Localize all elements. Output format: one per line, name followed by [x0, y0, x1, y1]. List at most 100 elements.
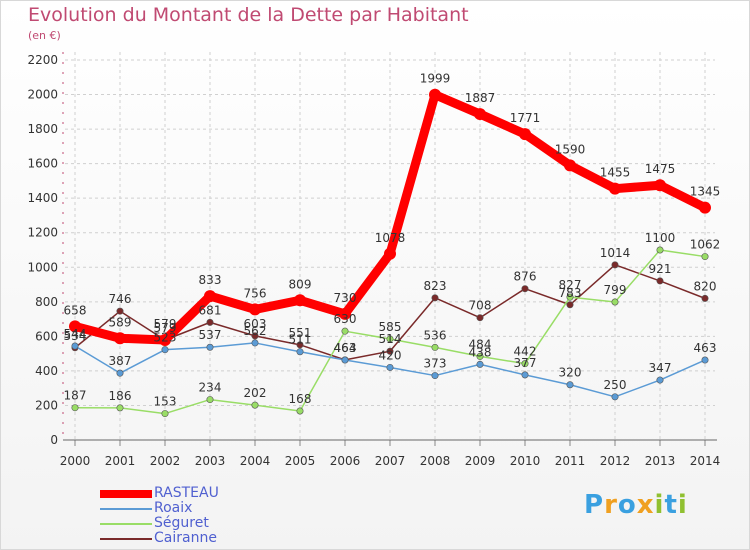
data-label: 187: [64, 389, 87, 403]
data-label: 823: [424, 279, 447, 293]
data-label: 921: [649, 262, 672, 276]
x-tick-label: 2003: [195, 454, 226, 468]
data-point: [206, 343, 214, 351]
data-label: 809: [289, 277, 312, 291]
data-label: 756: [244, 286, 267, 300]
data-label: 585: [379, 320, 402, 334]
x-tick-label: 2005: [285, 454, 316, 468]
data-point: [296, 348, 304, 356]
data-label: 827: [559, 278, 582, 292]
chart-subtitle: (en €): [28, 29, 61, 42]
data-point: [116, 404, 124, 412]
data-point: [116, 307, 124, 315]
data-point: [386, 335, 394, 343]
data-label: 511: [289, 333, 312, 347]
y-tick-label: 1600: [27, 157, 58, 171]
x-tick-label: 2009: [465, 454, 496, 468]
data-point: [476, 352, 484, 360]
legend-swatch: [100, 490, 152, 498]
data-label: 234: [199, 381, 222, 395]
data-label: 514: [379, 332, 402, 346]
data-label: 544: [64, 327, 87, 341]
data-label: 783: [559, 286, 582, 300]
data-point: [521, 285, 529, 293]
legend-swatch: [100, 538, 152, 540]
data-point: [296, 341, 304, 349]
y-tick-label: 2000: [27, 88, 58, 102]
data-point: [611, 298, 619, 306]
data-label: 681: [199, 303, 222, 317]
x-tick-label: 2004: [240, 454, 271, 468]
data-point: [384, 247, 396, 260]
data-point: [251, 339, 259, 347]
data-point: [566, 301, 574, 309]
data-point: [251, 332, 259, 340]
data-label: 579: [154, 317, 177, 331]
data-point: [566, 381, 574, 389]
data-point: [609, 182, 621, 195]
x-tick-label: 2001: [105, 454, 136, 468]
x-tick-label: 2014: [690, 454, 721, 468]
legend-label: Séguret: [154, 515, 209, 531]
data-point: [656, 277, 664, 285]
data-label: 387: [109, 354, 132, 368]
data-point: [341, 356, 349, 364]
y-tick-label: 1200: [27, 226, 58, 240]
data-label: 589: [109, 315, 132, 329]
x-tick-label: 2002: [150, 454, 181, 468]
x-tick-label: 2011: [555, 454, 586, 468]
data-label: 820: [694, 279, 717, 293]
data-point: [249, 303, 261, 316]
y-tick-label: 1000: [27, 260, 58, 274]
data-label: 463: [334, 341, 357, 355]
y-tick-label: 600: [35, 329, 58, 343]
data-label: 630: [334, 312, 357, 326]
data-point: [519, 128, 531, 141]
data-label: 438: [469, 345, 492, 359]
data-point: [476, 360, 484, 368]
data-point: [71, 342, 79, 350]
data-point: [159, 333, 171, 346]
data-label: 876: [514, 270, 537, 284]
data-label: 1771: [510, 111, 541, 125]
data-label: 153: [154, 395, 177, 409]
data-point: [161, 346, 169, 354]
data-point: [701, 253, 709, 261]
data-label: 1475: [645, 162, 676, 176]
y-tick-label: 0: [50, 433, 58, 447]
data-label: 730: [334, 291, 357, 305]
data-point: [611, 261, 619, 269]
data-point: [701, 356, 709, 364]
data-point: [654, 179, 666, 192]
data-label: 1887: [465, 91, 496, 105]
data-label: 1999: [420, 72, 451, 86]
data-label: 523: [154, 331, 177, 345]
data-point: [71, 404, 79, 412]
data-point: [251, 401, 259, 409]
data-label: 320: [559, 366, 582, 380]
data-point: [386, 363, 394, 371]
data-point: [114, 332, 126, 345]
data-label: 1014: [600, 246, 631, 260]
data-point: [656, 376, 664, 384]
data-point: [566, 293, 574, 301]
data-label: 250: [604, 378, 627, 392]
data-label: 562: [244, 324, 267, 338]
data-label: 746: [109, 292, 132, 306]
data-label: 373: [424, 357, 447, 371]
data-label: 1078: [375, 231, 406, 245]
data-point: [294, 294, 306, 307]
data-label: 534: [64, 329, 87, 343]
data-label: 202: [244, 386, 267, 400]
y-tick-label: 200: [35, 398, 58, 412]
data-label: 168: [289, 392, 312, 406]
y-tick-label: 1800: [27, 122, 58, 136]
data-point: [564, 159, 576, 172]
data-label: 420: [379, 348, 402, 362]
data-point: [429, 88, 441, 101]
y-tick-label: 800: [35, 295, 58, 309]
data-label: 464: [334, 341, 357, 355]
data-point: [161, 410, 169, 418]
data-label: 463: [694, 341, 717, 355]
